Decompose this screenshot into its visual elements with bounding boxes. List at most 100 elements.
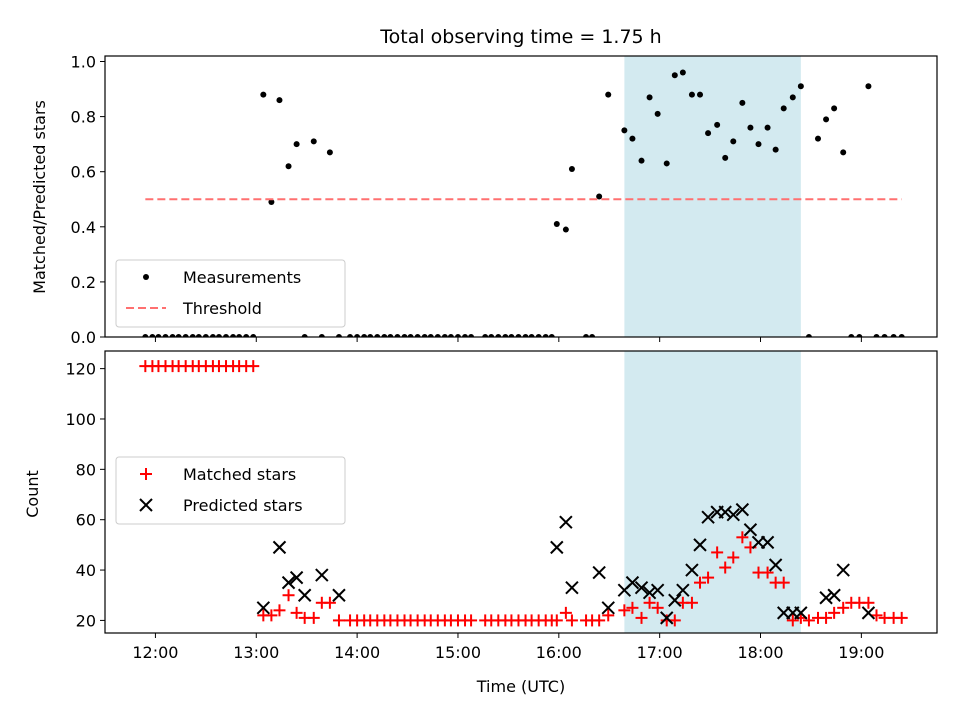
bottom-panel-series-predicted-stars-point (718, 505, 732, 519)
bottom-panel-series-matched-stars-point (761, 566, 774, 579)
bottom-panel-series-matched-stars-point (802, 614, 815, 627)
bottom-panel-series-predicted-stars-point-b (660, 611, 674, 625)
chart-title: Total observing time = 1.75 h (379, 26, 661, 48)
bottom-panel-series-matched-stars-point (290, 606, 303, 619)
top-panel-series-measurements-point (142, 334, 149, 337)
bottom-panel-series-matched-stars-point (602, 609, 615, 622)
bottom-panel-series-matched-stars-point (828, 606, 841, 619)
top-panel-series-measurements-point (688, 91, 695, 98)
top-panel-series-measurements-point (326, 149, 333, 156)
bottom-panel-series-predicted-stars-point (601, 601, 615, 615)
x-axis-label: Time (UTC) (476, 677, 565, 696)
top-panel-series-measurements-point (739, 99, 746, 106)
x-tick-label: 16:00 (536, 643, 582, 662)
top-panel-series-measurements-point (250, 334, 257, 337)
x-tick-label: 13:00 (233, 643, 279, 662)
bottom-panel-series-predicted-stars-point-b (332, 588, 346, 602)
top-panel-series-measurements-point (243, 334, 250, 337)
bottom-panel-series-matched-stars-point (685, 596, 698, 609)
top-panel-series-measurements-point (705, 130, 712, 137)
bottom-panel-y-tick-label: 80 (76, 460, 96, 479)
top-panel-series-measurements-point (285, 163, 292, 170)
top-panel-series-measurements-point (548, 334, 555, 337)
bottom-panel-series-predicted-stars-point (861, 606, 876, 620)
top-panel-series-measurements-point (462, 334, 469, 337)
top-panel-series-measurements-point (764, 124, 771, 131)
top-panel: 0.0 0.2 0.4 0.6 0.8 1.0 Measurements Threshold (71, 53, 938, 347)
top-panel-series-measurements-point (202, 334, 209, 337)
bottom-panel-series-predicted-stars-point (794, 606, 808, 620)
bottom-panel-series-matched-stars-point (694, 576, 707, 589)
top-panel-series-measurements-point (831, 105, 838, 112)
bottom-panel-series-predicted-stars-point-b (668, 593, 682, 607)
bottom-panel-series-predicted-stars-point (650, 583, 665, 597)
top-panel-series-measurements-point (747, 124, 754, 131)
top-panel-series-measurements-point (209, 334, 216, 337)
top-panel-y-tick-label: 0.0 (71, 328, 96, 347)
top-panel-series-measurements-point (562, 226, 569, 233)
bottom-panel-series-predicted-stars-point (668, 593, 682, 607)
top-panel-series-measurements-point (814, 135, 821, 142)
bottom-panel-series-matched-stars-point (711, 546, 724, 559)
top-panel-series-measurements-point (671, 72, 678, 79)
bottom-panel-legend-frame (115, 456, 346, 525)
top-panel-series-measurements-point (697, 91, 704, 98)
x-tick-label: 14:00 (334, 643, 380, 662)
bottom-panel-series-matched-stars-point (618, 604, 631, 617)
top-panel-y-tick-label: 0.8 (71, 108, 96, 127)
bottom-panel-series-predicted-stars-point (289, 570, 304, 585)
bottom-panel-y-tick-label: 100 (65, 410, 96, 429)
top-panel-series-measurements-point (236, 334, 243, 337)
bottom-panel-series-predicted-stars-point-b (760, 535, 775, 550)
bottom-panel-series-predicted-stars-point-b (827, 588, 841, 602)
bottom-panel-series-predicted-stars-point (676, 583, 690, 597)
top-panel-series-measurements-point (823, 116, 830, 123)
top-panel-series-measurements-point (522, 334, 529, 337)
top-panel-series-measurements-point (654, 110, 661, 117)
bottom-panel-series-predicted-stars-point (281, 575, 296, 590)
top-panel-series-measurements-point (447, 334, 454, 337)
bottom-panel-series-predicted-stars-point (735, 502, 750, 517)
top-panel-series-measurements-point (421, 334, 428, 337)
bottom-panel-series-matched-stars-point (565, 614, 578, 627)
top-panel-series-measurements-point (568, 165, 575, 172)
bottom-panel-series-predicted-stars-point (592, 565, 606, 580)
bottom-panel-series-matched-stars-point (837, 601, 850, 614)
bottom-panel: 20 40 60 80 100 120 12:00 13:00 14:00 15:00 16:00 1… (65, 350, 938, 662)
bottom-panel-series-matched-stars-point (895, 611, 908, 624)
top-panel-series-measurements-point (361, 334, 368, 337)
bottom-panel-y-tick-label: 40 (76, 561, 96, 580)
top-panel-series-measurements-point (772, 146, 779, 153)
top-panel-series-measurements-point (367, 334, 374, 337)
top-panel-series-measurements-point (468, 334, 475, 337)
top-panel-series-measurements-point (335, 334, 342, 337)
bottom-panel-series-predicted-stars (256, 502, 876, 625)
top-panel-series-measurements-point (230, 334, 237, 337)
top-panel-series-measurements-point (223, 334, 230, 337)
top-panel-series-measurements-point (427, 334, 434, 337)
top-panel-series-measurements-point (755, 141, 762, 148)
bottom-panel-series-matched-stars-point (247, 360, 260, 373)
bottom-panel-series-matched-stars-point (777, 576, 790, 589)
top-panel-series-measurements-point (495, 334, 502, 337)
top-panel-series-measurements-point (629, 135, 636, 142)
bottom-panel-series-predicted-stars-point (726, 507, 740, 522)
top-panel-y-tick-label: 0.4 (71, 218, 96, 237)
bottom-panel-legend-entry-0-swatch (140, 468, 152, 480)
bottom-panel-plot-area (139, 360, 908, 627)
plot-layer: 0.0 0.2 0.4 0.6 0.8 1.0 Measurements Threshold 2… (65, 53, 938, 662)
bottom-panel-series-predicted-stars-point (819, 591, 833, 605)
x-tick-label: 15:00 (435, 643, 481, 662)
top-panel-series-measurements-point (553, 221, 560, 228)
bottom-panel-series-predicted-stars-point-b (718, 505, 732, 519)
top-panel-series-measurements-point (605, 91, 612, 98)
top-panel-series-measurements-point (679, 69, 686, 76)
top-panel-series-measurements-point (394, 334, 401, 337)
bottom-panel-series-predicted-stars-point (642, 586, 657, 600)
top-panel-series-measurements-point (434, 334, 441, 337)
bottom-panel-series-predicted-stars-point (272, 540, 287, 555)
bottom-panel-series-predicted-stars-point (634, 580, 649, 595)
bottom-panel-y-tick-label: 20 (76, 611, 96, 630)
